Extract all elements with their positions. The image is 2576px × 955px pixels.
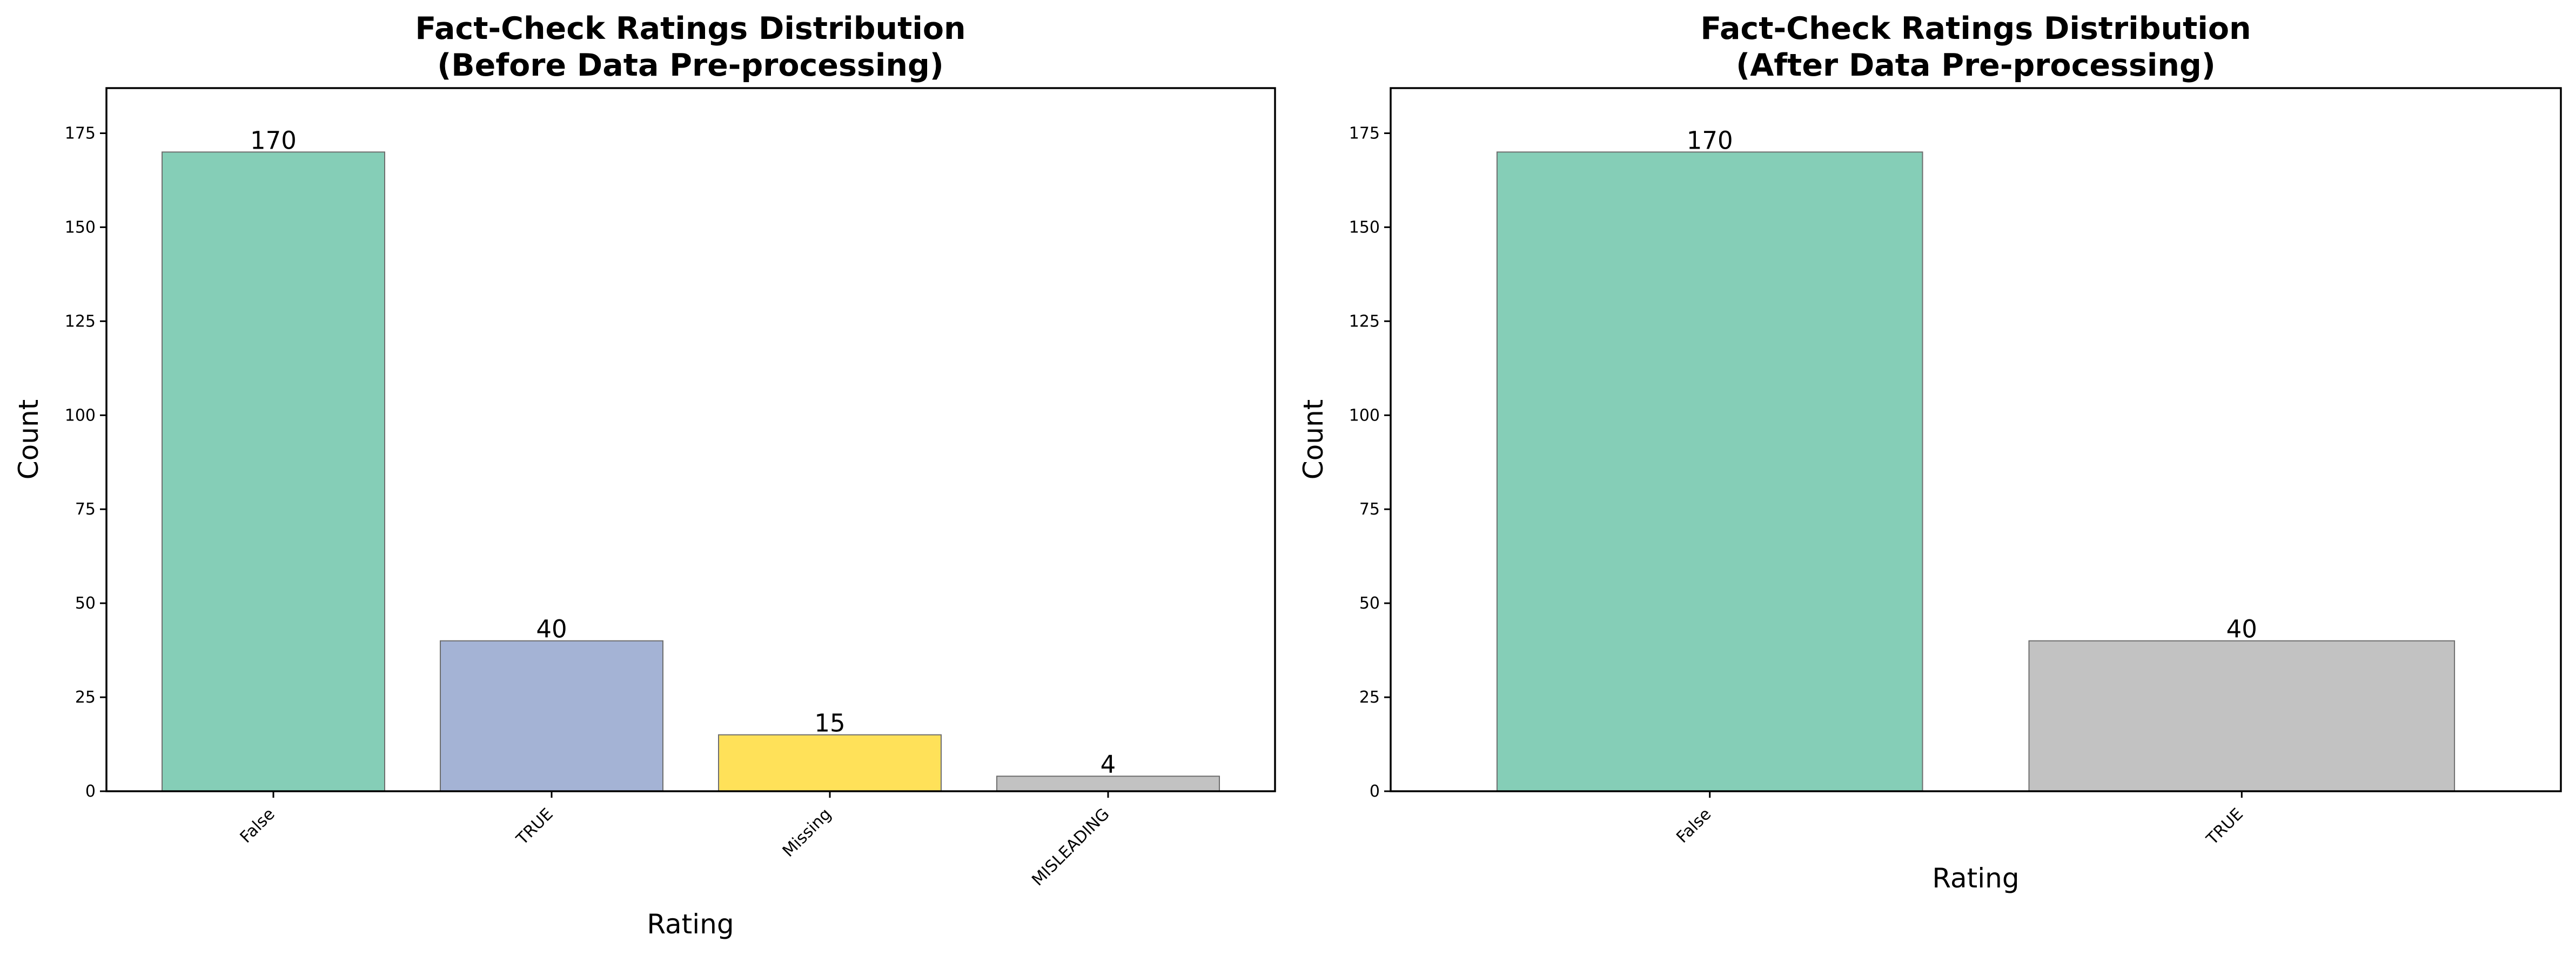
chart-title-line1: Fact-Check Ratings Distribution bbox=[415, 11, 965, 46]
y-tick-label: 125 bbox=[65, 312, 96, 331]
y-tick-label: 175 bbox=[1349, 124, 1380, 143]
bar-false bbox=[1496, 151, 1923, 792]
bar-true bbox=[2028, 640, 2456, 792]
y-axis-label: Count bbox=[13, 399, 44, 480]
y-tick-label: 75 bbox=[1359, 500, 1380, 519]
y-tick-label: 100 bbox=[65, 406, 96, 425]
value-label-true: 40 bbox=[2226, 615, 2257, 644]
value-label-misleading: 4 bbox=[1101, 750, 1116, 779]
plot-area-frame bbox=[1390, 87, 2562, 792]
y-tick-label: 100 bbox=[1349, 406, 1380, 425]
y-tick-label: 150 bbox=[65, 218, 96, 237]
chart-title-line1: Fact-Check Ratings Distribution bbox=[1700, 11, 2251, 46]
y-tick-label: 125 bbox=[1349, 312, 1380, 331]
bar-missing bbox=[718, 734, 942, 792]
bar-group bbox=[1496, 151, 2456, 792]
value-label-group: 170 40 bbox=[1687, 126, 2257, 643]
value-label-false: 170 bbox=[250, 126, 297, 155]
bar-false bbox=[162, 151, 385, 792]
x-axis-label: Rating bbox=[647, 909, 734, 940]
value-label-true: 40 bbox=[536, 615, 567, 644]
chart-before-preprocessing: Fact-Check Ratings Distribution (Before … bbox=[13, 11, 1276, 940]
value-label-group: 170 40 15 4 bbox=[250, 126, 1116, 779]
chart-title-line2: (After Data Pre-processing) bbox=[1736, 48, 2216, 83]
y-tick-group: 0 25 50 75 100 125 150 175 bbox=[65, 124, 106, 801]
y-tick-label: 175 bbox=[65, 124, 96, 143]
y-tick-label: 0 bbox=[1370, 782, 1380, 801]
y-tick-label: 150 bbox=[1349, 218, 1380, 237]
x-axis-label: Rating bbox=[1932, 863, 2019, 894]
plot-area-frame bbox=[105, 87, 1276, 792]
value-label-missing: 15 bbox=[814, 709, 845, 738]
y-tick-label: 25 bbox=[75, 688, 96, 707]
y-tick-label: 50 bbox=[75, 594, 96, 613]
y-tick-label: 75 bbox=[75, 500, 96, 519]
chart-title-line2: (Before Data Pre-processing) bbox=[437, 48, 944, 83]
y-tick-label: 0 bbox=[85, 782, 96, 801]
bar-true bbox=[440, 640, 663, 792]
y-tick-label: 25 bbox=[1359, 688, 1380, 707]
y-tick-group: 0 25 50 75 100 125 150 175 bbox=[1349, 124, 1391, 801]
value-label-false: 170 bbox=[1687, 126, 1733, 155]
bar-group bbox=[162, 151, 1220, 792]
y-tick-label: 50 bbox=[1359, 594, 1380, 613]
y-axis-label: Count bbox=[1298, 399, 1329, 480]
